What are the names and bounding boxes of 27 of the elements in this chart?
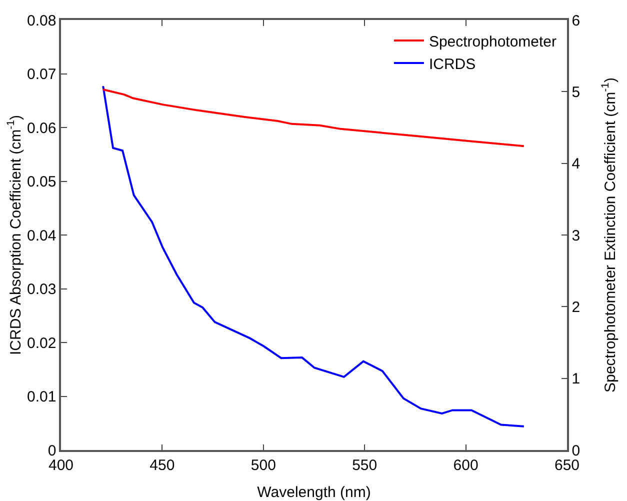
x-tick-label: 650 <box>554 456 580 474</box>
y2-tick-label: 6 <box>572 12 580 30</box>
y-tick-label: 0.05 <box>27 174 56 190</box>
y-tick-label: 0.07 <box>27 66 56 83</box>
y-tick-label: 0.08 <box>27 12 56 30</box>
x-tick-label: 500 <box>250 456 276 474</box>
y2-tick-label: 3 <box>572 227 580 244</box>
x-tick-label: 600 <box>453 456 478 474</box>
y-tick-label: 0.04 <box>27 227 56 244</box>
legend-label: ICRDS <box>428 56 476 73</box>
line-series <box>102 85 525 428</box>
y2-tick-label: 1 <box>572 370 580 388</box>
x-tick-label: 400 <box>48 456 74 474</box>
y2-tick-label: 5 <box>572 84 580 101</box>
x-tick-label: 550 <box>352 456 378 474</box>
x-axis-title: Wavelength (nm) <box>257 484 371 501</box>
y2-tick-label: 0 <box>572 442 580 460</box>
y2-tick-label: 2 <box>572 298 580 316</box>
x-tick-label: 450 <box>150 456 175 474</box>
y2-tick-label: 4 <box>572 156 580 173</box>
y-tick-label: 0.03 <box>27 281 56 298</box>
y-tick-label: 0.02 <box>27 334 56 352</box>
y-tick-label: 0.06 <box>27 120 56 137</box>
line-series <box>102 88 525 148</box>
y-tick-label: 0.01 <box>27 388 56 406</box>
y-tick-label: 0 <box>48 442 56 460</box>
legend-label: Spectrophotometer <box>428 33 557 50</box>
